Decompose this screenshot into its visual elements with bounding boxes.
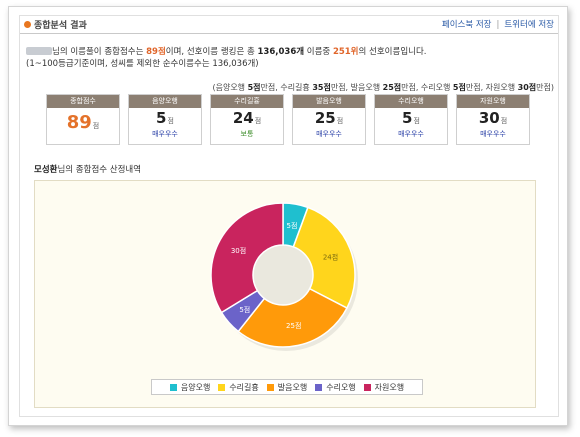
score-card-value: 5점 xyxy=(375,110,447,130)
score-grade: 매우우수 xyxy=(480,130,506,138)
panel-header: 종합분석 결과 페이스북 저장 | 트위터에 저장 xyxy=(20,16,558,34)
score-card-label: 수리오행 xyxy=(375,95,447,108)
criteria-text: 만점, 발음오행 xyxy=(330,83,383,92)
legend-label: 수리오행 xyxy=(326,382,356,392)
criteria-text: 만점, 자원오행 xyxy=(465,83,518,92)
breakdown-title: 모성환님의 종합점수 산정내역 xyxy=(34,163,141,175)
score-number: 25 xyxy=(314,109,336,127)
legend-label: 발음오행 xyxy=(277,382,308,392)
donut-slice-5 xyxy=(210,202,284,314)
summary-text-a: 님의 이름풀이 종합점수는 xyxy=(52,47,147,57)
score-card-yinyang: 음양오행 5점 매우우수 xyxy=(128,94,202,145)
legend-label: 수리길흉 xyxy=(229,382,259,392)
summary-text: 님의 이름풀이 종합점수는 89점이며, 선호이름 랭킹은 총 136,036개… xyxy=(26,46,426,70)
score-number: 89 xyxy=(66,112,92,133)
donut-slice-2 xyxy=(292,206,356,310)
legend-item-2: 수리길흉 xyxy=(218,382,259,393)
donut-data-label-4: 5점 xyxy=(239,306,250,314)
criteria-text: 만점) xyxy=(536,83,554,92)
legend-swatch xyxy=(363,383,371,391)
save-twitter-link[interactable]: 트위터에 저장 xyxy=(504,20,554,30)
masked-name xyxy=(26,47,52,55)
chart-panel: 5점 24점 25점 5점 30점 음양오행 수리길흉 발음오행 수리오행 자원오행 xyxy=(34,180,536,408)
score-unit: 점 xyxy=(92,122,100,130)
score-card-jawon: 자원오행 30점 매우우수 xyxy=(456,94,530,145)
bullet-icon xyxy=(24,21,31,28)
donut-chart: 5점 24점 25점 5점 30점 xyxy=(210,202,358,351)
score-number: 30 xyxy=(478,109,500,127)
summary-line-1: 님의 이름풀이 종합점수는 89점이며, 선호이름 랭킹은 총 136,036개… xyxy=(26,46,426,58)
result-panel: 종합분석 결과 페이스북 저장 | 트위터에 저장 님의 이름풀이 종합점수는 89… xyxy=(19,15,559,417)
score-grade: 매우우수 xyxy=(398,130,424,138)
donut-data-label-2: 24점 xyxy=(323,254,338,262)
donut-data-label-1: 5점 xyxy=(287,222,298,230)
score-card-value: 30점 xyxy=(457,110,529,130)
score-unit: 점 xyxy=(413,117,420,125)
legend-item-4: 수리오행 xyxy=(315,382,356,393)
score-card-label: 자원오행 xyxy=(457,95,529,108)
score-number: 5 xyxy=(156,109,167,127)
score-grade: 보통 xyxy=(240,130,254,138)
score-grade: 매우우수 xyxy=(316,130,342,138)
score-card-value: 5점 xyxy=(129,110,201,130)
legend-label: 음양오행 xyxy=(180,382,211,392)
criteria-text: 만점, 수리오행 xyxy=(401,83,453,92)
save-facebook-link[interactable]: 페이스북 저장 xyxy=(441,20,492,30)
criteria-text: 만점, 수리길흉 xyxy=(260,83,313,92)
criteria-value: 25점 xyxy=(382,83,402,92)
chart-legend: 음양오행 수리길흉 발음오행 수리오행 자원오행 xyxy=(151,379,423,395)
score-card-value: 25점 xyxy=(293,110,365,130)
legend-swatch xyxy=(315,383,323,391)
legend-label: 자원오행 xyxy=(374,382,405,392)
link-separator: | xyxy=(496,20,500,30)
score-card-value: 24점 xyxy=(211,110,283,130)
name-total-count: 136,036개 xyxy=(257,47,305,57)
score-card-value: 89점 xyxy=(47,114,119,135)
score-unit: 점 xyxy=(336,117,344,125)
total-score-text: 89점 xyxy=(146,47,166,57)
summary-text-d: 의 선호이름입니다. xyxy=(358,47,427,57)
score-grade: 매우우수 xyxy=(152,130,178,138)
criteria-value: 5점 xyxy=(452,83,466,92)
score-unit: 점 xyxy=(167,117,174,125)
summary-line-2: (1~100등급기준이며, 성씨를 제외한 순수이름수는 136,036개) xyxy=(26,59,259,69)
score-unit: 점 xyxy=(500,117,508,125)
summary-text-b: 이며, 선호이름 랭킹은 총 xyxy=(165,47,258,57)
criteria-text: (음양오행 xyxy=(212,83,248,92)
legend-swatch xyxy=(218,383,226,391)
legend-item-3: 발음오행 xyxy=(266,382,308,393)
score-number: 24 xyxy=(232,109,254,127)
score-card-label: 음양오행 xyxy=(129,95,201,108)
name-rank: 251위 xyxy=(332,47,359,57)
legend-item-5: 자원오행 xyxy=(363,382,405,393)
legend-swatch xyxy=(266,383,274,391)
score-number: 5 xyxy=(402,109,413,127)
donut-data-label-5: 30점 xyxy=(231,247,246,255)
criteria-value: 35점 xyxy=(312,83,331,92)
score-card-pronunciation: 발음오행 25점 매우우수 xyxy=(292,94,366,145)
legend-swatch xyxy=(169,383,177,391)
person-name: 모성환 xyxy=(34,165,58,175)
score-card-suri-ohang: 수리오행 5점 매우우수 xyxy=(374,94,448,145)
score-card-label: 수리길흉 xyxy=(211,95,283,108)
score-card-total: 종합점수 89점 xyxy=(46,94,120,145)
score-card-label: 발음오행 xyxy=(293,95,365,108)
result-frame: 종합분석 결과 페이스북 저장 | 트위터에 저장 님의 이름풀이 종합점수는 89… xyxy=(8,6,568,426)
score-card-suri-gilhyung: 수리길흉 24점 보통 xyxy=(210,94,284,145)
panel-title: 종합분석 결과 xyxy=(34,21,87,31)
donut-slice-3 xyxy=(237,287,348,348)
max-score-criteria: (음양오행 5점만점, 수리길흉 35점만점, 발음오행 25점만점, 수리오행… xyxy=(212,82,554,93)
breakdown-title-text: 님의 종합점수 산정내역 xyxy=(57,165,142,175)
score-card-label: 종합점수 xyxy=(47,95,119,108)
share-links: 페이스북 저장 | 트위터에 저장 xyxy=(442,18,554,30)
criteria-value: 5점 xyxy=(247,83,261,92)
donut-data-label-3: 25점 xyxy=(286,322,301,330)
criteria-value: 30점 xyxy=(517,83,537,92)
legend-item-1: 음양오행 xyxy=(169,382,211,393)
summary-text-c: 이름중 xyxy=(304,47,333,57)
score-unit: 점 xyxy=(254,117,262,125)
